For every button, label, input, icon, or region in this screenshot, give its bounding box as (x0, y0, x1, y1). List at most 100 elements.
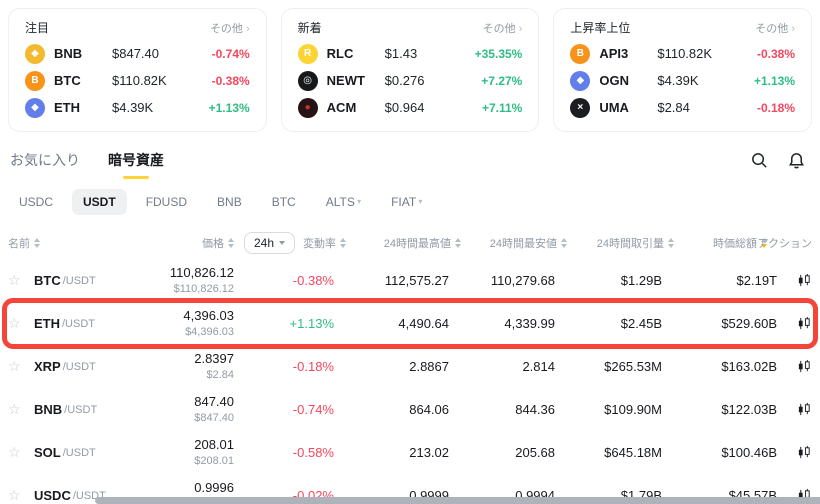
coin-row-api3[interactable]: B API3 $110.82K -0.38% (570, 40, 795, 67)
coin-price: $2.84 (657, 100, 690, 115)
coin-row-bnb[interactable]: ◆ BNB $847.40 -0.74% (25, 40, 250, 67)
coin-row-uma[interactable]: × UMA $2.84 -0.18% (570, 94, 795, 121)
eth-coin-icon: ◆ (25, 97, 45, 118)
coin-change: +1.13% (753, 73, 796, 88)
tab-crypto-assets[interactable]: 暗号資産 (108, 150, 164, 181)
candlestick-chart-icon[interactable] (777, 402, 812, 417)
coin-symbol: BTC (54, 73, 81, 88)
coin-price: $847.40 (112, 46, 159, 61)
favorite-star-icon[interactable] (8, 358, 34, 375)
interval-dropdown[interactable]: 24h (243, 232, 295, 254)
coin-price: $110.82K (657, 46, 713, 61)
acm-coin-icon: ● (297, 97, 318, 118)
card-title: 新着 (297, 21, 322, 35)
coin-symbol: RLC (326, 46, 354, 61)
coin-symbol: ETH (54, 100, 80, 115)
volume-cell: $109.90M (604, 402, 662, 417)
market-cap-cell: $163.02B (721, 359, 777, 374)
coin-row-newt[interactable]: ◎ NEWT $0.276 +7.27% (297, 67, 523, 94)
candlestick-chart-icon[interactable] (777, 359, 812, 374)
coin-row-ogn[interactable]: ◆ OGN $4.39K +1.13% (570, 67, 795, 94)
favorite-star-icon[interactable] (8, 272, 34, 289)
low-cell: 110,279.68 (490, 273, 555, 288)
change-cell: -0.38% (292, 273, 334, 288)
coin-change: +1.13% (208, 100, 250, 115)
table-row-btc-usdt[interactable]: BTC/USDT 110,826.12$110,826.12 -0.38% 11… (0, 259, 820, 302)
more-link[interactable]: その他 (210, 20, 250, 36)
more-link[interactable]: その他 (755, 20, 795, 36)
btc-coin-icon: B (25, 70, 45, 91)
filter-bnb[interactable]: BNB (206, 189, 253, 215)
coin-change: +7.27% (481, 73, 523, 88)
filter-fdusd[interactable]: FDUSD (135, 189, 198, 215)
table-row-bnb-usdt[interactable]: BNB/USDT 847.40$847.40 -0.74% 864.06 844… (0, 388, 820, 431)
filter-usdt[interactable]: USDT (72, 189, 127, 215)
favorite-star-icon[interactable] (8, 401, 34, 418)
favorite-star-icon[interactable] (8, 315, 34, 332)
coin-row-eth[interactable]: ◆ ETH $4.39K +1.13% (25, 94, 250, 121)
header-name[interactable]: 名前 (8, 235, 146, 251)
change-cell: -0.58% (292, 445, 334, 460)
table-row-sol-usdt[interactable]: SOL/USDT 208.01$208.01 -0.58% 213.02 205… (0, 431, 820, 474)
market-cap-cell: $100.46B (721, 445, 777, 460)
card-title: 上昇率上位 (570, 21, 631, 35)
change-cell: -0.18% (292, 359, 334, 374)
market-tabs: お気に入り 暗号資産 (0, 138, 820, 181)
header-action: アクション (757, 238, 812, 250)
notification-bell-icon[interactable] (787, 151, 806, 181)
header-change-label[interactable]: 変動率 (303, 238, 336, 250)
high-cell: 112,575.27 (384, 273, 449, 288)
price-cell: 110,826.12 $110,826.12 (169, 264, 234, 295)
top-gainers-card: 上昇率上位 その他 B API3 $110.82K -0.38% ◆ OGN $… (553, 8, 813, 132)
table-row-eth-usdt[interactable]: ETH/USDT 4,396.03$4,396.03 +1.13% 4,490.… (0, 298, 820, 349)
coin-row-acm[interactable]: ● ACM $0.964 +7.11% (297, 94, 523, 121)
sort-icon (561, 238, 567, 248)
coin-symbol: UMA (599, 100, 629, 115)
candlestick-chart-icon[interactable] (777, 273, 812, 288)
favorite-star-icon[interactable] (8, 487, 34, 504)
coin-symbol: BNB (54, 46, 83, 61)
favorite-star-icon[interactable] (8, 444, 34, 461)
horizontal-scrollbar[interactable] (95, 497, 820, 504)
header-24h-low[interactable]: 24時間最安値 (461, 235, 567, 251)
filter-fiat[interactable]: FIAT (380, 189, 433, 215)
coin-price: $110.82K (112, 73, 167, 88)
market-cap-cell: $529.60B (721, 316, 777, 331)
low-cell: 4,339.99 (504, 316, 555, 331)
sort-icon (455, 238, 461, 248)
ogn-coin-icon: ◆ (570, 70, 591, 91)
quote-asset-filters: USDC USDT FDUSD BNB BTC ALTS FIAT (0, 181, 820, 223)
header-price[interactable]: 価格 (146, 235, 234, 251)
filter-btc[interactable]: BTC (261, 189, 307, 215)
coin-row-btc[interactable]: B BTC $110.82K -0.38% (25, 67, 250, 94)
coin-change: -0.18% (756, 100, 796, 115)
table-header: 名前 価格 24h 変動率 24時間最高値 24時間最安値 24時間取引量 時価… (0, 227, 820, 259)
price-cell: 4,396.03 $4,396.03 (183, 307, 234, 338)
more-link[interactable]: その他 (483, 20, 523, 36)
coin-symbol: OGN (599, 73, 629, 88)
sort-icon (34, 238, 40, 248)
header-24h-volume[interactable]: 24時間取引量 (567, 235, 674, 251)
sort-icon (228, 238, 234, 248)
search-icon[interactable] (750, 151, 769, 181)
pairs-table: BTC/USDT 110,826.12$110,826.12 -0.38% 11… (0, 259, 820, 504)
candlestick-chart-icon[interactable] (777, 445, 812, 460)
low-cell: 205.68 (515, 445, 555, 460)
header-market-cap[interactable]: 時価総額 (674, 235, 767, 251)
market-cap-cell: $122.03B (721, 402, 777, 417)
low-cell: 844.36 (515, 402, 555, 417)
candlestick-chart-icon[interactable] (777, 316, 812, 331)
coin-row-rlc[interactable]: R RLC $1.43 +35.35% (297, 40, 522, 67)
coin-price: $1.43 (384, 46, 418, 61)
filter-usdc[interactable]: USDC (8, 189, 64, 215)
coin-change: +7.11% (481, 100, 523, 115)
coin-change: -0.38% (756, 46, 796, 61)
tab-favorites[interactable]: お気に入り (10, 152, 80, 168)
filter-alts[interactable]: ALTS (315, 189, 372, 215)
high-cell: 4,490.64 (398, 316, 449, 331)
low-cell: 2.814 (522, 359, 555, 374)
coin-price: $4.39K (657, 73, 699, 88)
volume-cell: $265.53M (604, 359, 662, 374)
table-row-xrp-usdt[interactable]: XRP/USDT 2.8397$2.84 -0.18% 2.8867 2.814… (0, 345, 820, 388)
header-24h-high[interactable]: 24時間最高値 (346, 235, 461, 251)
